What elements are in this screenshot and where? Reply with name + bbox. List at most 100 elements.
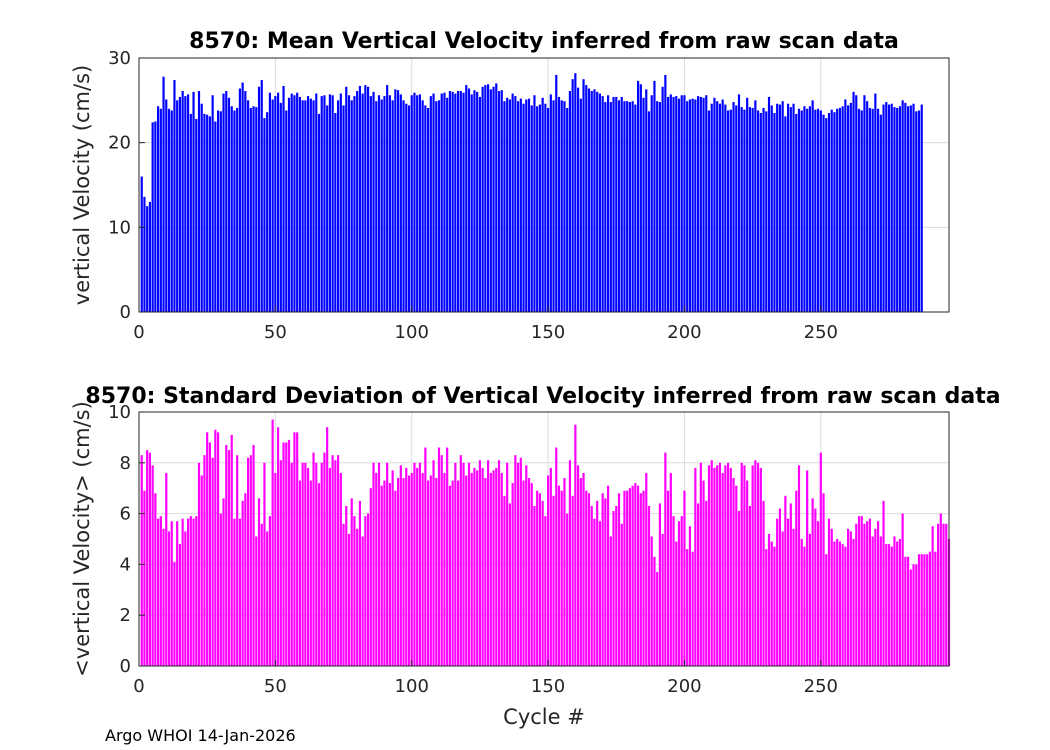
std-bar <box>192 518 195 666</box>
mean-bar <box>435 101 438 313</box>
std-bar <box>890 546 893 666</box>
mean-bar <box>192 91 195 313</box>
std-bar <box>178 544 181 666</box>
mean-bar <box>909 105 912 312</box>
mean-bar <box>718 103 721 312</box>
std-bar <box>345 505 348 666</box>
mean-bar <box>887 104 891 312</box>
std-bar <box>380 485 383 666</box>
std-bar <box>446 447 449 666</box>
std-bar <box>787 518 790 666</box>
mean-bar <box>217 110 220 313</box>
std-bar <box>369 488 372 666</box>
std-bar <box>566 513 569 666</box>
std-bar <box>165 472 168 666</box>
mean-bar <box>222 93 225 312</box>
mean-bar <box>173 80 176 312</box>
mean-bar <box>560 100 563 312</box>
mean-bar <box>596 91 599 313</box>
mean-y-tick-label: 0 <box>120 302 131 323</box>
std-bar <box>361 536 364 666</box>
mean-bar <box>369 96 372 312</box>
mean-bar <box>830 109 833 313</box>
mean-bar <box>443 92 446 313</box>
std-bar <box>917 554 921 666</box>
mean-bar <box>454 93 457 312</box>
mean-bar <box>863 95 866 312</box>
std-velocity-chart: 8570: Standard Deviation of Vertical Vel… <box>70 384 1001 729</box>
std-bar <box>217 432 220 666</box>
std-bar <box>427 480 430 666</box>
mean-x-tick-label: 200 <box>667 322 701 343</box>
std-bar <box>879 536 882 666</box>
std-bar <box>173 561 176 666</box>
mean-bar <box>757 110 760 313</box>
mean-bar <box>675 96 678 312</box>
std-bar <box>937 523 940 666</box>
mean-bar <box>268 92 271 313</box>
std-chart-title: 8570: Standard Deviation of Vertical Vel… <box>85 384 1000 409</box>
mean-bar <box>547 107 550 312</box>
std-bar <box>885 544 888 666</box>
mean-bar <box>391 100 394 312</box>
mean-bar <box>647 111 651 312</box>
std-bar <box>631 485 634 666</box>
mean-bar <box>285 110 288 313</box>
mean-bar <box>817 108 820 312</box>
mean-bar <box>702 97 705 312</box>
std-bar <box>688 526 691 666</box>
std-bar <box>904 556 907 666</box>
mean-bar <box>418 94 421 312</box>
mean-bar <box>487 84 490 312</box>
mean-bar <box>448 91 451 313</box>
mean-bar <box>915 111 918 312</box>
mean-bar <box>358 85 361 312</box>
mean-bar <box>639 84 642 312</box>
std-bar <box>577 465 580 666</box>
mean-bar <box>143 196 146 312</box>
mean-bar <box>601 96 604 312</box>
std-bar <box>487 460 490 666</box>
mean-bar <box>634 104 637 312</box>
mean-bar <box>762 107 765 312</box>
std-bar <box>413 462 416 666</box>
mean-bar <box>800 110 803 313</box>
std-bar <box>522 480 525 666</box>
mean-bar <box>279 102 282 313</box>
std-bar <box>838 541 841 666</box>
mean-x-ticks: 0 50 100 150 200 250 <box>133 306 838 343</box>
mean-bar <box>879 114 882 312</box>
mean-bar <box>257 86 261 312</box>
std-bar <box>767 533 771 666</box>
std-bar <box>511 483 514 666</box>
std-bar <box>514 455 517 666</box>
std-bar <box>634 483 637 666</box>
std-bar <box>907 556 910 666</box>
std-bar <box>203 455 206 666</box>
std-bar <box>702 480 705 666</box>
mean-x-tick-label: 150 <box>531 322 565 343</box>
std-bar <box>811 498 814 666</box>
mean-bar <box>617 100 621 312</box>
std-bar <box>386 462 389 666</box>
mean-bar <box>579 98 582 312</box>
std-bar <box>729 467 732 666</box>
mean-bar <box>437 100 441 312</box>
std-bar <box>309 480 312 666</box>
std-bar <box>383 480 386 666</box>
mean-bar <box>620 96 623 312</box>
mean-bar <box>866 101 869 313</box>
std-y-tick-label: 4 <box>120 554 131 575</box>
std-x-tick-label: 200 <box>667 676 701 697</box>
mean-bar <box>274 96 277 312</box>
std-bar <box>154 493 157 666</box>
std-bar <box>596 500 599 666</box>
mean-bar <box>754 100 757 312</box>
std-bar <box>912 564 915 666</box>
std-x-tick-label: 50 <box>264 676 287 697</box>
mean-bar <box>184 96 187 312</box>
std-bar <box>672 516 675 666</box>
std-bar <box>658 503 661 666</box>
mean-bar <box>538 104 541 312</box>
std-y-tick-label: 0 <box>120 656 131 677</box>
